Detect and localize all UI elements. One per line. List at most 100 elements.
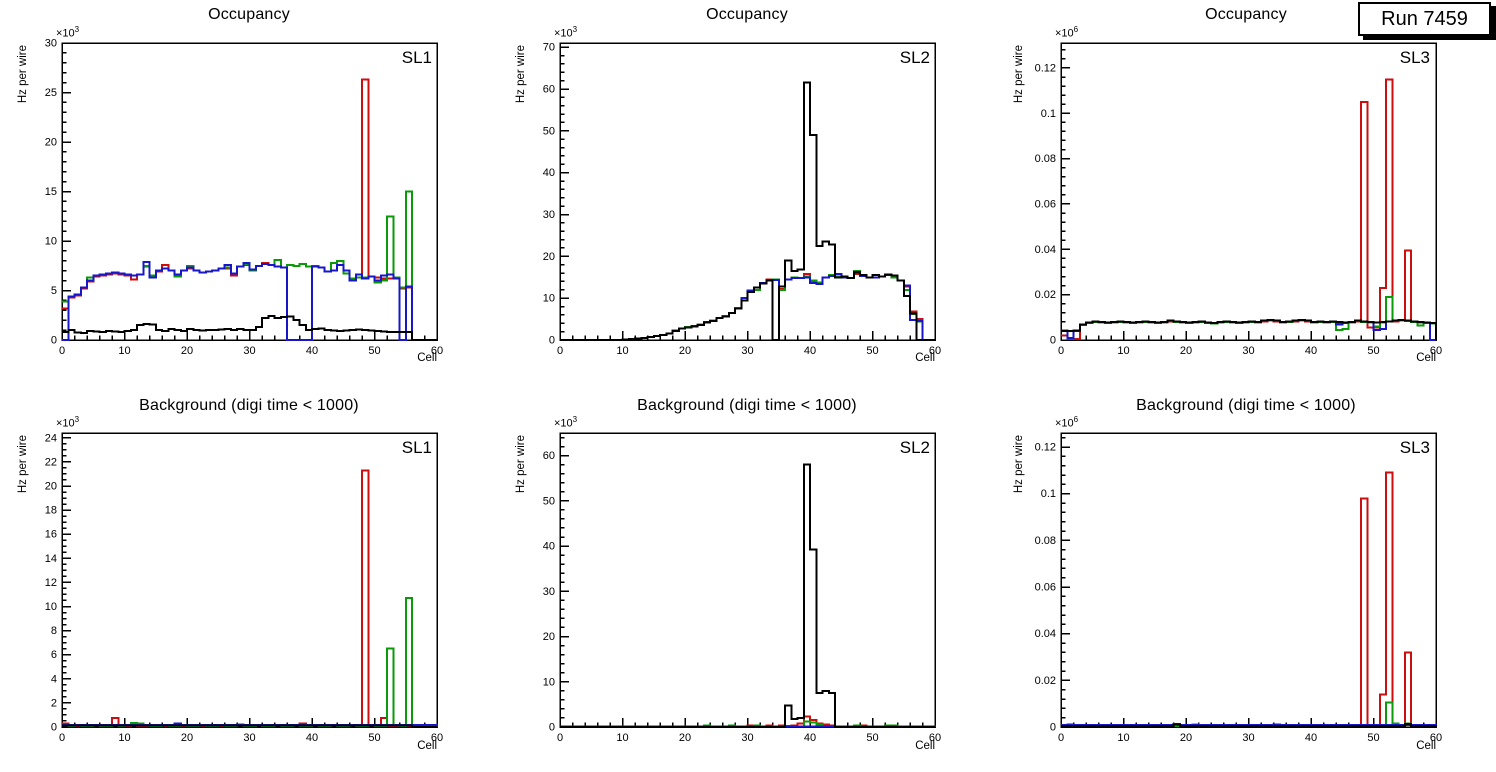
superlayer-label: SL1 xyxy=(401,48,432,67)
svg-text:8: 8 xyxy=(51,625,57,637)
svg-text:0: 0 xyxy=(51,335,57,347)
y-axis-exponent: ×103 xyxy=(56,25,79,40)
svg-text:40: 40 xyxy=(543,541,555,553)
superlayer-label: SL2 xyxy=(899,48,930,67)
svg-text:20: 20 xyxy=(679,345,691,357)
svg-text:30: 30 xyxy=(543,586,555,598)
svg-text:0: 0 xyxy=(1050,722,1056,734)
svg-text:30: 30 xyxy=(243,732,255,744)
svg-text:70: 70 xyxy=(543,42,555,54)
svg-text:30: 30 xyxy=(741,345,753,357)
svg-text:18: 18 xyxy=(45,505,57,517)
svg-text:40: 40 xyxy=(306,345,318,357)
svg-text:0.12: 0.12 xyxy=(1035,62,1056,74)
svg-text:40: 40 xyxy=(804,345,816,357)
svg-text:10: 10 xyxy=(1117,732,1129,744)
plot-title: Occupancy xyxy=(208,6,290,23)
svg-text:22: 22 xyxy=(45,456,57,468)
exponent-power: 6 xyxy=(1073,25,1079,34)
svg-text:12: 12 xyxy=(45,577,57,589)
svg-text:50: 50 xyxy=(1367,732,1379,744)
exponent-base: ×10 xyxy=(56,417,75,430)
svg-text:30: 30 xyxy=(45,38,57,50)
plot-title: Background (digi time < 1000) xyxy=(637,397,857,414)
superlayer-label: SL2 xyxy=(899,438,930,457)
x-axis-title: Cell xyxy=(915,352,935,364)
svg-text:50: 50 xyxy=(543,125,555,137)
svg-text:40: 40 xyxy=(543,167,555,179)
svg-text:40: 40 xyxy=(306,732,318,744)
run-number-label: Run 7459 xyxy=(1381,7,1468,30)
svg-text:40: 40 xyxy=(1305,345,1317,357)
svg-text:10: 10 xyxy=(616,345,628,357)
svg-text:60: 60 xyxy=(929,732,941,744)
svg-text:60: 60 xyxy=(431,345,443,357)
svg-text:0.06: 0.06 xyxy=(1035,198,1056,210)
svg-text:10: 10 xyxy=(543,676,555,688)
svg-text:5: 5 xyxy=(51,285,57,297)
histogram-plot-area: 0 10 20 30 40 50 60 0 10 20 30 40 50 60 xyxy=(543,432,941,744)
svg-text:0.12: 0.12 xyxy=(1035,442,1056,454)
svg-text:20: 20 xyxy=(1180,345,1192,357)
svg-text:0.06: 0.06 xyxy=(1035,582,1056,594)
svg-text:0.02: 0.02 xyxy=(1035,675,1056,687)
x-axis-title: Cell xyxy=(417,352,437,364)
panel-background-sl2: Background (digi time < 1000) ×103 Hz pe… xyxy=(498,386,996,772)
svg-text:30: 30 xyxy=(543,209,555,221)
svg-text:20: 20 xyxy=(543,251,555,263)
svg-text:60: 60 xyxy=(929,345,941,357)
svg-text:20: 20 xyxy=(1180,732,1192,744)
histogram-plot-area: 0 10 20 30 40 50 60 0 10 20 30 40 50 60 70 xyxy=(543,42,941,357)
exponent-base: ×10 xyxy=(554,27,573,40)
svg-text:0.08: 0.08 xyxy=(1035,153,1056,165)
svg-text:50: 50 xyxy=(1367,345,1379,357)
svg-text:14: 14 xyxy=(45,553,57,565)
svg-text:0: 0 xyxy=(1058,345,1064,357)
svg-text:20: 20 xyxy=(45,137,57,149)
svg-text:60: 60 xyxy=(543,84,555,96)
plot-title: Background (digi time < 1000) xyxy=(1136,397,1356,414)
exponent-base: ×10 xyxy=(1055,27,1074,40)
svg-text:0: 0 xyxy=(557,345,563,357)
svg-text:0.04: 0.04 xyxy=(1035,628,1056,640)
svg-text:0: 0 xyxy=(549,722,555,734)
svg-text:10: 10 xyxy=(118,732,130,744)
svg-text:0: 0 xyxy=(59,732,65,744)
svg-text:30: 30 xyxy=(1242,345,1254,357)
svg-text:16: 16 xyxy=(45,529,57,541)
exponent-base: ×10 xyxy=(1055,417,1074,430)
svg-text:50: 50 xyxy=(866,732,878,744)
svg-text:30: 30 xyxy=(243,345,255,357)
svg-text:40: 40 xyxy=(804,732,816,744)
plot-title: Background (digi time < 1000) xyxy=(139,397,359,414)
superlayer-label: SL3 xyxy=(1399,438,1430,457)
svg-text:60: 60 xyxy=(431,732,443,744)
exponent-power: 3 xyxy=(74,415,80,424)
y-axis-exponent: ×103 xyxy=(554,415,577,430)
svg-text:20: 20 xyxy=(543,631,555,643)
x-axis-title: Cell xyxy=(417,740,437,752)
x-axis-title: Cell xyxy=(1416,352,1436,364)
svg-text:10: 10 xyxy=(45,601,57,613)
superlayer-label: SL3 xyxy=(1399,48,1430,67)
svg-text:20: 20 xyxy=(181,732,193,744)
histogram-plot-area: 0 10 20 30 40 50 60 0 5 10 15 20 25 30 xyxy=(45,38,443,358)
panel-background-sl3: Background (digi time < 1000) ×106 Hz pe… xyxy=(996,386,1496,772)
svg-text:0.08: 0.08 xyxy=(1035,535,1056,547)
svg-text:50: 50 xyxy=(368,345,380,357)
exponent-base: ×10 xyxy=(554,417,573,430)
run-number-box: Run 7459 xyxy=(1358,2,1491,36)
svg-text:10: 10 xyxy=(45,236,57,248)
svg-text:30: 30 xyxy=(741,732,753,744)
svg-text:60: 60 xyxy=(1430,345,1442,357)
y-axis-exponent: ×103 xyxy=(56,415,79,430)
panel-occupancy-sl2: Occupancy ×103 Hz per wire 0 10 20 30 40 50 60… xyxy=(498,0,996,386)
svg-text:24: 24 xyxy=(45,432,57,444)
svg-text:20: 20 xyxy=(679,732,691,744)
plot-title: Occupancy xyxy=(706,6,788,23)
exponent-power: 3 xyxy=(572,25,578,34)
y-axis-exponent: ×106 xyxy=(1055,415,1078,430)
svg-text:60: 60 xyxy=(1430,732,1442,744)
y-axis-exponent: ×103 xyxy=(554,25,577,40)
